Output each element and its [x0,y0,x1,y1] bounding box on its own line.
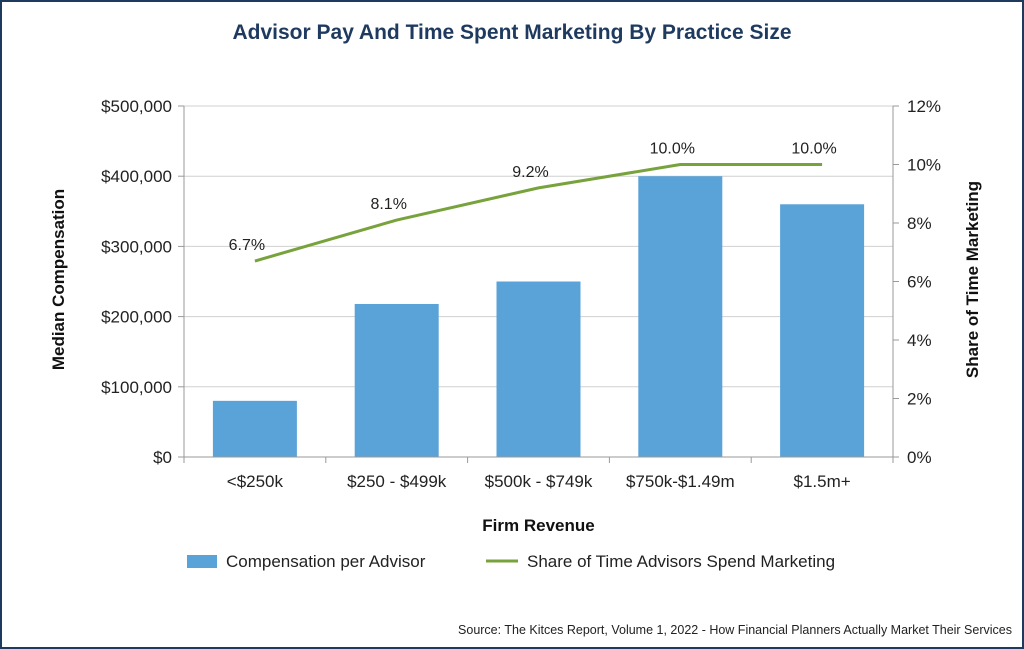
data-label: 6.7% [229,237,265,254]
left-tick-label: $500,000 [101,97,172,116]
x-axis-title: Firm Revenue [482,516,594,535]
legend-label: Compensation per Advisor [226,552,426,571]
y-axis-title: Median Compensation [49,189,68,370]
bar [780,204,865,457]
x-tick-label: $1.5m+ [794,472,851,491]
data-label: 10.0% [791,141,836,158]
right-tick-label: 8% [907,214,932,233]
bar [496,281,581,457]
chart-title: Advisor Pay And Time Spent Marketing By … [232,21,792,44]
bar [354,303,439,457]
right-tick-label: 4% [907,331,932,350]
bar [212,400,297,457]
left-tick-label: $100,000 [101,378,172,397]
legend-label: Share of Time Advisors Spend Marketing [527,552,835,571]
right-tick-label: 2% [907,390,932,409]
right-tick-label: 12% [907,97,941,116]
y2-axis-title: Share of Time Marketing [963,181,982,378]
series-line [254,163,823,263]
x-tick-label: $250 - $499k [347,472,447,491]
x-tick-label: <$250k [227,472,284,491]
x-tick-label: $500k - $749k [485,472,593,491]
bar [638,176,723,457]
x-tick-label: $750k-$1.49m [626,472,735,491]
data-label: 10.0% [650,141,695,158]
left-tick-label: $200,000 [101,308,172,327]
right-tick-label: 0% [907,448,932,467]
data-label: 8.1% [370,196,406,213]
left-tick-label: $0 [153,448,172,467]
right-tick-label: 10% [907,156,941,175]
left-tick-label: $400,000 [101,167,172,186]
source-note: Source: The Kitces Report, Volume 1, 202… [458,623,1012,637]
left-tick-label: $300,000 [101,237,172,256]
legend-swatch-bar [187,555,217,568]
data-label: 9.2% [512,164,548,181]
right-tick-label: 6% [907,273,932,292]
